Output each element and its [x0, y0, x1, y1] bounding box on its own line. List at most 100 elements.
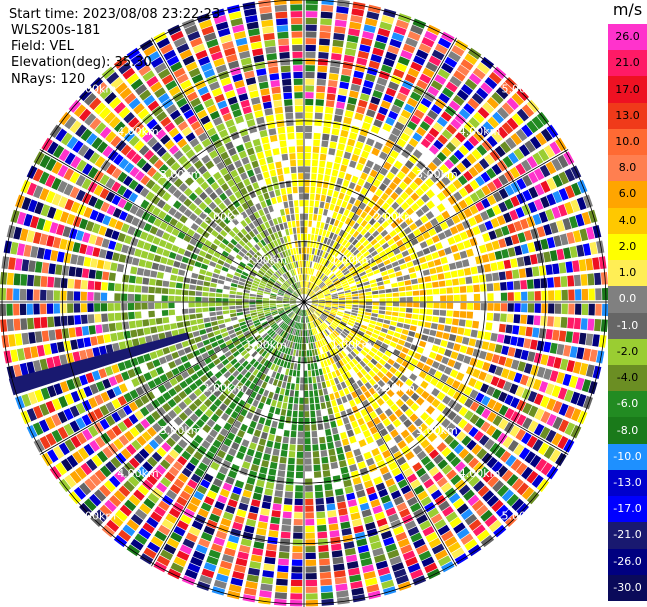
ppi-gate [477, 330, 485, 339]
ppi-gate [311, 305, 317, 309]
ppi-gate [331, 308, 338, 311]
ppi-gate [254, 277, 261, 282]
ppi-gate [295, 471, 303, 479]
ppi-gate [0, 303, 7, 317]
ppi-gate [409, 222, 418, 231]
ppi-gate [6, 319, 14, 332]
ppi-gate [306, 309, 309, 316]
ppi-gate [379, 167, 389, 176]
ppi-gate [305, 85, 315, 92]
ppi-gate [278, 45, 290, 53]
ppi-gate [283, 324, 289, 331]
ppi-gate [547, 290, 555, 301]
ppi-gate [569, 346, 578, 359]
ppi-gate [441, 530, 454, 542]
ppi-gate [158, 92, 170, 104]
ppi-gate [416, 79, 428, 90]
ppi-gate [47, 316, 55, 328]
ppi-gate [117, 361, 126, 372]
ppi-gate [366, 175, 375, 184]
ppi-gate [121, 244, 130, 254]
ppi-gate [203, 473, 214, 483]
ppi-gate [235, 343, 243, 350]
ppi-gate [181, 143, 192, 154]
ppi-gate [331, 169, 339, 177]
ppi-gate [229, 290, 237, 295]
ppi-gate [452, 278, 459, 286]
ppi-gate [134, 533, 148, 545]
ppi-gate [516, 88, 529, 102]
ppi-gate [439, 163, 450, 174]
ppi-gate [175, 427, 185, 438]
ppi-gate [123, 111, 135, 124]
ppi-gate [80, 280, 88, 290]
ppi-gate [232, 24, 245, 34]
ppi-gate [527, 303, 535, 313]
ppi-gate [413, 55, 426, 66]
ppi-gate [441, 62, 454, 74]
ppi-gate [292, 276, 297, 283]
ppi-gate [344, 379, 352, 387]
ppi-gate [249, 175, 257, 184]
ppi-gate [261, 332, 268, 339]
ppi-gate [290, 593, 303, 600]
ppi-gate [360, 219, 368, 228]
ppi-gate [181, 575, 196, 586]
ppi-gate [227, 329, 235, 335]
ppi-gate [112, 252, 120, 262]
ppi-gate [370, 54, 382, 63]
ppi-gate [391, 311, 399, 317]
ppi-gate [39, 233, 49, 246]
ppi-gate [496, 378, 506, 389]
ppi-gate [307, 274, 310, 281]
ppi-gate [203, 98, 215, 108]
ppi-gate [245, 363, 252, 371]
ppi-gate [262, 302, 270, 304]
ppi-gate [75, 326, 83, 337]
ppi-gate [320, 315, 326, 321]
ppi-gate [284, 294, 291, 298]
ppi-gate [310, 268, 313, 275]
ppi-gate [182, 289, 189, 296]
ppi-gate [327, 224, 333, 232]
ppi-gate [366, 11, 380, 20]
ppi-gate [56, 341, 65, 353]
ppi-gate [338, 88, 348, 96]
ppi-gate [301, 309, 303, 316]
ppi-gate [322, 470, 331, 478]
ppi-gate [384, 350, 392, 357]
ppi-gate [450, 456, 461, 468]
ppi-gate [289, 153, 296, 160]
ppi-gate [298, 193, 304, 200]
ppi-gate [320, 18, 332, 26]
ppi-gate [30, 245, 39, 258]
ppi-gate [309, 292, 315, 297]
ppi-gate [203, 562, 217, 572]
ppi-gate [498, 404, 509, 416]
ppi-gate [534, 291, 541, 301]
ppi-gate [377, 216, 386, 225]
ppi-gate [219, 403, 228, 412]
ppi-gate [108, 376, 118, 387]
ppi-gate [128, 320, 136, 329]
ppi-gate [261, 94, 271, 103]
ppi-gate [457, 175, 468, 186]
ppi-gate [296, 315, 300, 322]
ppi-gate [212, 273, 220, 279]
ppi-gate [552, 329, 560, 341]
ppi-gate [377, 318, 384, 323]
ppi-gate [131, 338, 140, 347]
ppi-gate [245, 77, 257, 86]
ppi-gate [265, 397, 272, 406]
ppi-gate [380, 530, 393, 540]
ppi-gate [506, 313, 514, 323]
ppi-gate [368, 378, 377, 387]
ppi-gate [428, 449, 440, 460]
ppi-gate [492, 480, 505, 493]
ppi-gate [366, 109, 376, 118]
ppi-gate [395, 19, 409, 30]
ppi-gate [331, 46, 343, 54]
ppi-gate [204, 408, 214, 418]
ppi-gate [185, 532, 198, 543]
ppi-gate [45, 400, 56, 414]
